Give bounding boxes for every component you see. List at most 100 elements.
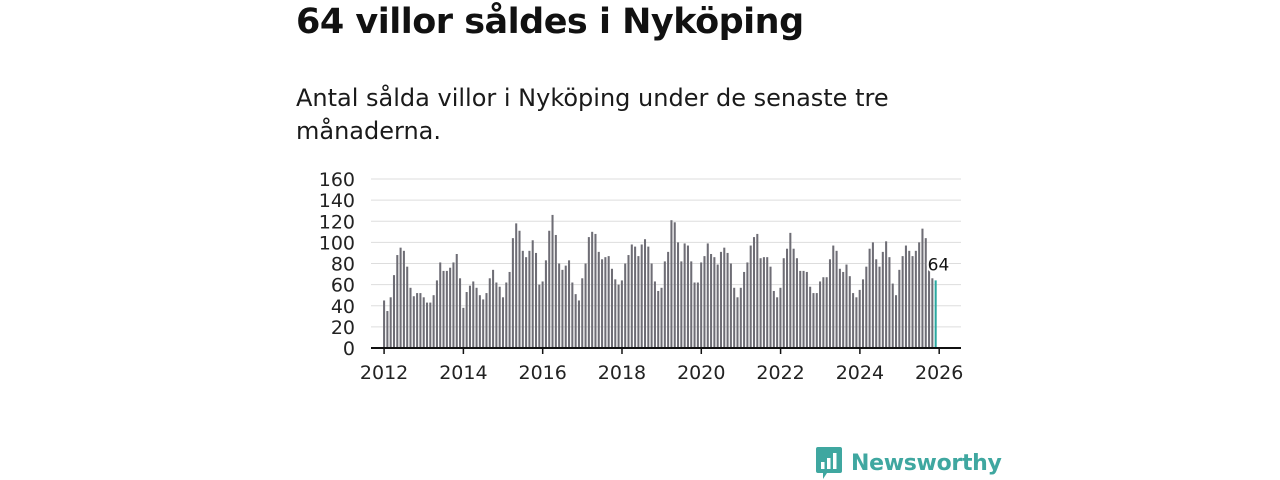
bar [875, 259, 878, 348]
bar [492, 269, 495, 348]
bar [597, 251, 600, 348]
bar [710, 253, 713, 348]
bar [459, 278, 462, 348]
bar [782, 258, 785, 348]
bar [739, 287, 742, 348]
bar [736, 297, 739, 348]
bar [746, 262, 749, 348]
bar [521, 250, 524, 348]
bar [643, 239, 647, 348]
bar [928, 269, 931, 348]
bar [528, 250, 531, 348]
y-tick-label: 120 [319, 211, 355, 233]
bar [541, 281, 544, 348]
bar [653, 281, 656, 348]
bar [465, 292, 468, 348]
bar [838, 268, 841, 348]
y-tick-label: 80 [331, 254, 355, 276]
bar [534, 252, 538, 348]
bar [832, 245, 835, 348]
bar [485, 293, 488, 348]
bar [406, 266, 409, 348]
bar [914, 250, 917, 348]
bar [584, 263, 587, 348]
y-tick-label: 20 [331, 317, 355, 339]
y-tick-label: 140 [319, 190, 355, 212]
bar [488, 278, 491, 348]
bar [726, 252, 729, 348]
bar [538, 284, 541, 348]
bar [518, 230, 521, 348]
bar [733, 287, 736, 348]
bar [677, 242, 680, 348]
bar [673, 222, 676, 348]
bar [439, 262, 442, 348]
bar [802, 270, 805, 348]
bar [918, 242, 921, 348]
bar [924, 238, 927, 348]
bar [789, 232, 792, 348]
bar [647, 246, 650, 348]
bar [660, 287, 663, 348]
bar [505, 282, 508, 348]
y-tick-label: 160 [319, 169, 355, 191]
data-labels: 64 [926, 253, 952, 277]
bar [855, 297, 858, 348]
bar [399, 247, 402, 348]
bar [650, 263, 653, 348]
bar [878, 266, 881, 348]
bar [868, 248, 871, 348]
x-tick-label: 2014 [439, 362, 487, 384]
bar [786, 248, 789, 348]
bar [577, 300, 580, 348]
bar [462, 307, 465, 348]
bar [865, 266, 868, 348]
bar [571, 282, 574, 348]
bar [743, 271, 746, 348]
bar [525, 257, 528, 348]
bar [723, 247, 726, 348]
x-axis-ticks: 2012 2014 2016 2018 2020 2022 2024 2026 [360, 348, 963, 384]
bar [558, 263, 561, 348]
bar [805, 271, 808, 348]
bar [828, 259, 831, 348]
bar [425, 302, 429, 348]
bar [752, 237, 756, 348]
bar [416, 293, 419, 348]
bar [772, 290, 775, 348]
bar [908, 250, 911, 348]
bar [700, 262, 703, 348]
y-tick-label: 0 [343, 338, 355, 360]
bar [762, 257, 765, 348]
bar [564, 265, 567, 348]
bar [548, 230, 551, 348]
bar [432, 295, 435, 348]
bar [574, 294, 577, 348]
bar [630, 244, 633, 348]
x-tick-label: 2020 [677, 362, 725, 384]
bar [657, 290, 660, 348]
bar [617, 284, 620, 348]
bar [766, 257, 769, 348]
brand-name: Newsworthy [851, 450, 1002, 476]
bar [392, 275, 396, 348]
bar [455, 253, 458, 348]
y-tick-label: 40 [331, 296, 355, 318]
bar [601, 259, 604, 348]
bar [891, 283, 894, 348]
bar [795, 258, 798, 348]
bar [412, 296, 415, 348]
bar [627, 255, 630, 348]
bar [756, 233, 759, 348]
bar [931, 278, 934, 348]
bar [888, 257, 891, 348]
bar [706, 243, 709, 348]
bar [749, 245, 752, 348]
bar [858, 289, 861, 348]
bar [429, 302, 432, 348]
bar [819, 281, 822, 348]
bar [614, 279, 617, 348]
bar [845, 264, 848, 348]
